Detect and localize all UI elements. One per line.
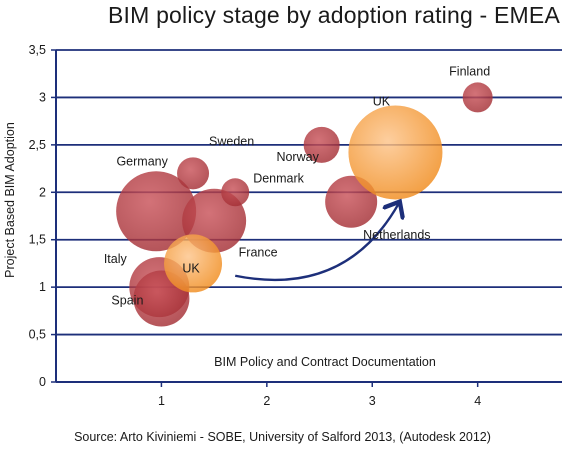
y-tick-label: 0,5 [29, 328, 46, 342]
y-tick-label: 2 [39, 185, 46, 199]
y-tick-label: 3 [39, 90, 46, 104]
y-tick-label: 1,5 [29, 233, 46, 247]
source-note: Source: Arto Kiviniemi - SOBE, Universit… [74, 430, 491, 444]
data-label-uk: UK [182, 261, 200, 275]
data-label-france: France [239, 246, 278, 260]
bubble-denmark [221, 178, 250, 207]
bubble-germany [116, 171, 197, 252]
x-tick-label: 4 [474, 394, 481, 408]
x-tick-label: 3 [369, 394, 376, 408]
data-label-italy: Italy [104, 252, 128, 266]
data-label-uk: UK [373, 94, 391, 108]
progress-arrow [234, 204, 398, 282]
bubble-finland [462, 82, 493, 113]
bubble-netherlands [325, 175, 378, 228]
data-label-spain: Spain [111, 294, 143, 308]
data-label-denmark: Denmark [253, 171, 304, 185]
x-tick-label: 2 [263, 394, 270, 408]
bubble-norway [303, 126, 340, 163]
y-tick-label: 1 [39, 280, 46, 294]
data-label-sweden: Sweden [209, 134, 254, 148]
data-label-germany: Germany [116, 154, 168, 168]
chart-title: BIM policy stage by adoption rating - EM… [107, 2, 560, 28]
bubble-uk [164, 234, 223, 293]
data-label-finland: Finland [449, 64, 490, 78]
y-axis-label: Project Based BIM Adoption [3, 122, 17, 278]
x-tick-label: 1 [158, 394, 165, 408]
y-tick-label: 3,5 [29, 43, 46, 57]
y-tick-label: 2,5 [29, 138, 46, 152]
bubble-uk [348, 105, 443, 200]
data-label-netherlands: Netherlands [363, 228, 430, 242]
data-label-norway: Norway [276, 150, 319, 164]
y-tick-label: 0 [39, 375, 46, 389]
bubble-sweden [177, 157, 210, 190]
x-axis-label: BIM Policy and Contract Documentation [214, 355, 436, 369]
